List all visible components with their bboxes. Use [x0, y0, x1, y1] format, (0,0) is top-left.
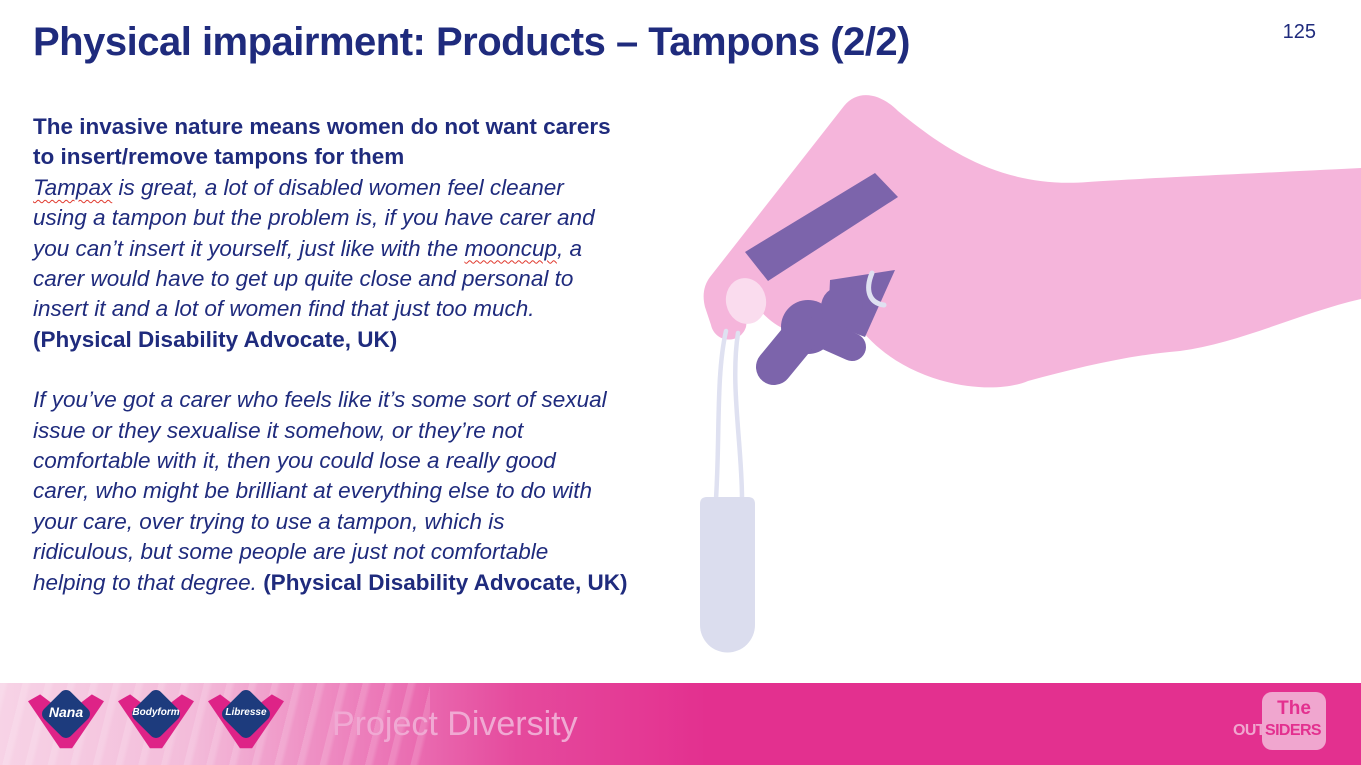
outsiders-word-right: SIDERS	[1265, 722, 1322, 739]
curled-fingers-shape	[756, 270, 895, 385]
text-run: carer would have to get up quite close a…	[33, 266, 574, 292]
text-run: your care, over trying to use a tampon, …	[33, 508, 505, 534]
libresse-label: Libresse	[225, 707, 267, 718]
page-title: Physical impairment: Products – Tampons …	[33, 20, 911, 64]
text-run: (Physical Disability Advocate, UK)	[263, 569, 628, 595]
finger-band-shape	[745, 173, 898, 281]
curled-finger-segment	[802, 317, 866, 361]
bodyform-label: Bodyform	[132, 707, 180, 718]
tampon-string	[713, 328, 729, 502]
text-run: If you’ve got a carer who feels like it’…	[33, 387, 607, 413]
hand-illustration-svg	[700, 95, 1361, 653]
libresse-logo: Libresse	[208, 687, 284, 754]
outsiders-word-left: OUT	[1233, 722, 1266, 739]
text-run: , a	[557, 235, 583, 261]
page-number: 125	[1282, 21, 1316, 43]
curled-finger-segment	[756, 315, 820, 385]
project-diversity-label: Project Diversity	[332, 705, 578, 743]
text-run: you can’t insert it yourself, just like …	[33, 235, 465, 261]
text-run: carer, who might be brilliant at everyth…	[33, 478, 593, 504]
text-run: Tampax	[33, 174, 113, 200]
footer-bar: Nana Bodyform Libresse Project Diversity…	[0, 683, 1361, 765]
tampon-string-curl	[866, 270, 887, 308]
nana-label: Nana	[48, 704, 84, 720]
text-run: comfortable with it, then you could lose…	[33, 448, 556, 474]
text-run: mooncup	[464, 235, 557, 261]
text-run: insert it and a lot of women find that j…	[33, 296, 535, 322]
text-run: ridiculous, but some people are just not…	[33, 539, 549, 565]
curled-finger-knuckle	[821, 286, 863, 328]
outsiders-line2: OUTSIDERS	[1233, 722, 1322, 740]
outsiders-box	[1262, 692, 1326, 750]
tampon-hand-illustration	[660, 85, 1361, 665]
text-run: The invasive nature means women do not w…	[33, 114, 611, 139]
paragraph: If you’ve got a carer who feels like it’…	[33, 385, 723, 598]
text-run: to insert/remove tampons for them	[33, 144, 405, 170]
tampon-string	[733, 330, 745, 502]
outsiders-line1: The	[1277, 698, 1311, 719]
text-run: using a tampon but the problem is, if yo…	[33, 205, 595, 231]
text-run: is great, a lot of disabled women feel c…	[112, 174, 564, 200]
text-run: helping to that degree.	[33, 569, 264, 595]
outsiders-logo: The OUTSIDERS	[1233, 692, 1326, 752]
body-text: The invasive nature means women do not w…	[33, 112, 723, 628]
text-run: issue or they sexualise it somehow, or t…	[33, 417, 524, 443]
brand-logos: Nana Bodyform Libresse	[28, 687, 284, 756]
tampon-body	[700, 497, 755, 653]
bodyform-logo: Bodyform	[118, 687, 194, 754]
nana-logo: Nana	[28, 687, 104, 754]
text-run: (Physical Disability Advocate, UK)	[33, 326, 398, 352]
paragraph: The invasive nature means women do not w…	[33, 112, 723, 355]
thumb-nail	[725, 278, 767, 324]
